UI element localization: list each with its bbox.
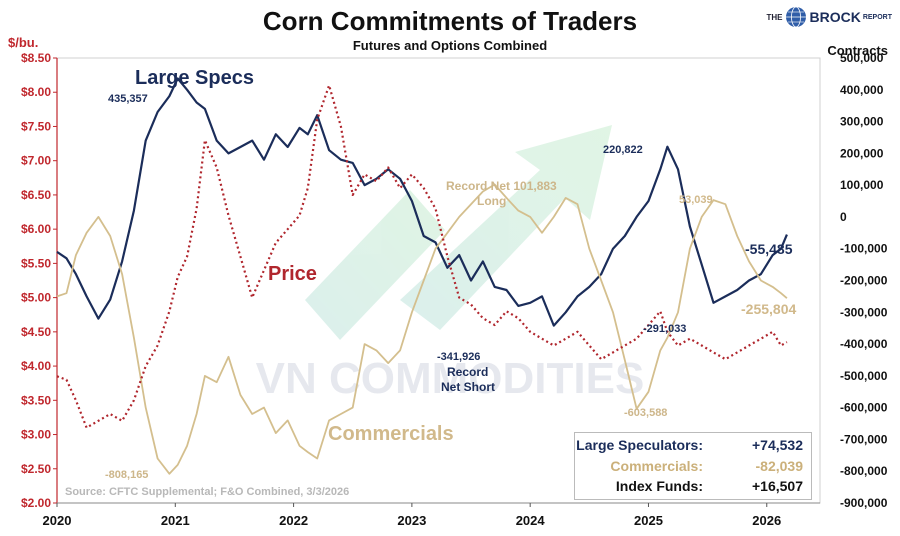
annotation-label: Large Specs xyxy=(135,67,254,89)
right-axis-tick-label: -600,000 xyxy=(840,401,888,415)
summary-box: Large Speculators: +74,532 Commercials: … xyxy=(574,432,812,500)
annotation-label: -255,804 xyxy=(741,301,796,317)
summary-value: +74,532 xyxy=(752,437,803,453)
left-axis-tick-label: $6.00 xyxy=(21,222,51,236)
annotation-label: -291,033 xyxy=(643,323,686,335)
right-axis-tick-label: 100,000 xyxy=(840,178,884,192)
left-axis-tick-label: $2.00 xyxy=(21,496,51,510)
summary-row-commercials: Commercials: -82,039 xyxy=(575,458,803,478)
annotation-label: Net Short xyxy=(441,380,495,394)
logo-the: THE xyxy=(766,12,783,22)
left-axis-tick-label: $5.00 xyxy=(21,291,51,305)
left-axis-tick-label: $8.00 xyxy=(21,85,51,99)
x-axis-tick-label: 2020 xyxy=(43,513,72,528)
annotation-label: Record xyxy=(447,365,488,379)
summary-label: Commercials: xyxy=(610,458,703,474)
annotation-label: -603,588 xyxy=(624,407,667,419)
summary-row-large-speculators: Large Speculators: +74,532 xyxy=(575,437,803,457)
chart-subtitle: Futures and Options Combined xyxy=(352,38,548,53)
x-axis-tick-label: 2022 xyxy=(279,513,308,528)
annotation-label: 220,822 xyxy=(603,144,643,156)
watermark-arrow-bar xyxy=(305,190,445,340)
series-line-price xyxy=(56,84,788,429)
right-axis-tick-label: -800,000 xyxy=(840,464,888,478)
summary-label: Index Funds: xyxy=(615,478,703,494)
annotation-label: Record Net 101,883 xyxy=(446,179,557,193)
annotation-label: -55,485 xyxy=(745,241,793,257)
logo-report: REPORT xyxy=(862,13,892,21)
right-axis-label: Contracts xyxy=(827,43,888,58)
left-axis-label: $/bu. xyxy=(8,35,39,50)
x-axis-tick-label: 2023 xyxy=(397,513,426,528)
summary-value: -82,039 xyxy=(755,458,803,474)
annotation-label: 53,039 xyxy=(679,194,713,206)
x-axis-tick-label: 2026 xyxy=(752,513,781,528)
annotation-label: Price xyxy=(268,263,317,285)
right-axis-tick-label: 500,000 xyxy=(840,51,884,65)
chart-title: Corn Commitments of Traders xyxy=(262,6,638,36)
right-axis-tick-label: 400,000 xyxy=(840,83,884,97)
globe-icon xyxy=(786,6,807,28)
logo-brock: BROCK xyxy=(809,9,861,25)
right-axis-tick-label: 200,000 xyxy=(840,146,884,160)
right-axis-tick-label: -700,000 xyxy=(840,432,888,446)
left-axis-tick-label: $8.50 xyxy=(21,51,51,65)
summary-row-index-funds: Index Funds: +16,507 xyxy=(575,478,803,498)
left-axis-tick-label: $3.00 xyxy=(21,428,51,442)
x-axis-tick-label: 2025 xyxy=(634,513,663,528)
annotation-label: Commercials xyxy=(328,423,454,445)
left-axis-tick-label: $2.50 xyxy=(21,462,51,476)
summary-label: Large Speculators: xyxy=(576,437,703,453)
left-axis-tick-label: $4.00 xyxy=(21,359,51,373)
watermark-text: VN COMMODITIES xyxy=(256,354,645,403)
right-axis-tick-label: -500,000 xyxy=(840,369,888,383)
annotation-label: -808,165 xyxy=(105,469,148,481)
series-line-large-specs xyxy=(56,77,788,327)
left-axis-tick-label: $7.50 xyxy=(21,119,51,133)
annotation-label: -341,926 xyxy=(437,351,480,363)
annotation-label: Long xyxy=(477,194,506,208)
right-axis-tick-label: 300,000 xyxy=(840,115,884,129)
right-axis-tick-label: -200,000 xyxy=(840,274,888,288)
summary-value: +16,507 xyxy=(752,478,803,494)
annotation-label: 435,357 xyxy=(108,93,148,105)
right-axis-tick-label: -100,000 xyxy=(840,242,888,256)
left-axis-tick-label: $7.00 xyxy=(21,154,51,168)
left-axis-tick-label: $3.50 xyxy=(21,393,51,407)
right-axis-tick-label: 0 xyxy=(840,210,847,224)
source-note: Source: CFTC Supplemental; F&O Combined,… xyxy=(65,486,349,498)
left-axis-tick-label: $5.50 xyxy=(21,256,51,270)
x-axis-tick-label: 2024 xyxy=(516,513,546,528)
series-line-commercials xyxy=(56,183,788,475)
right-axis-tick-label: -300,000 xyxy=(840,305,888,319)
left-axis-tick-label: $4.50 xyxy=(21,325,51,339)
x-axis-tick-label: 2021 xyxy=(161,513,190,528)
brock-report-logo: THE BROCK REPORT xyxy=(766,6,892,28)
right-axis-tick-label: -400,000 xyxy=(840,337,888,351)
right-axis-tick-label: -900,000 xyxy=(840,496,888,510)
left-axis-tick-label: $6.50 xyxy=(21,188,51,202)
